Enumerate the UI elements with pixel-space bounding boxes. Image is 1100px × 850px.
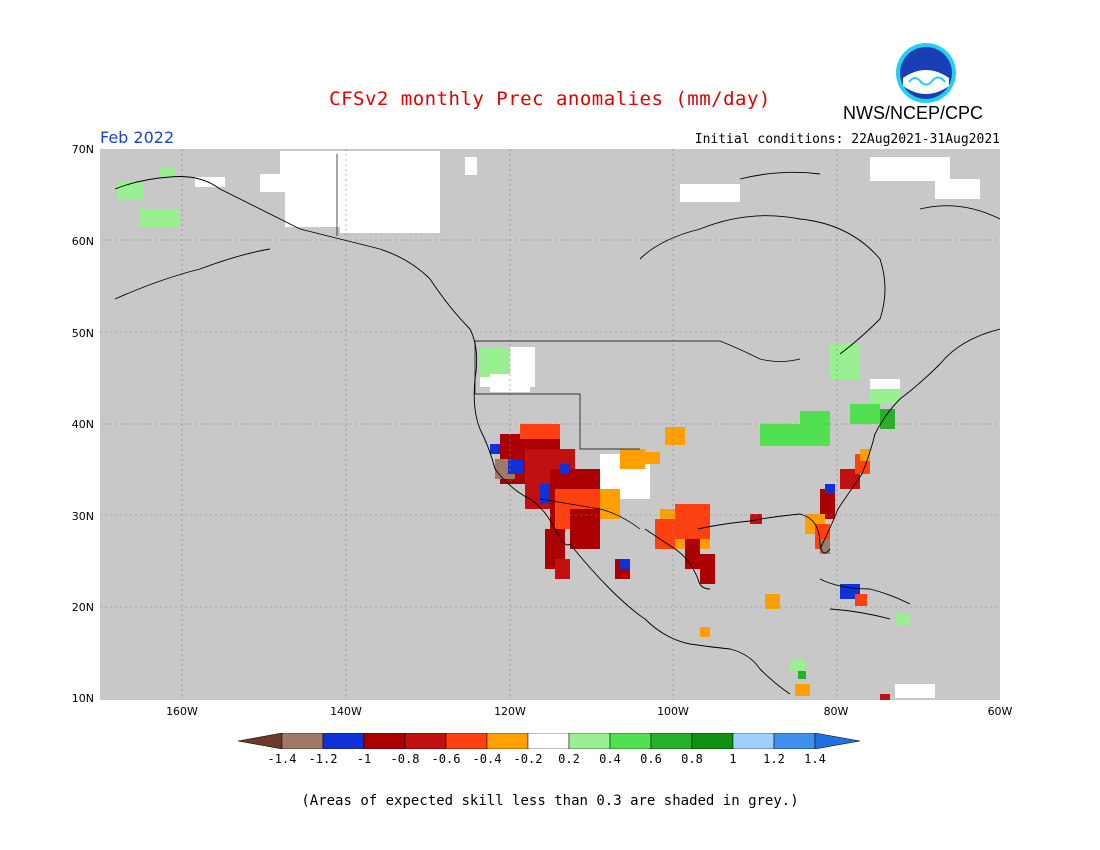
colorbar-bin bbox=[814, 733, 861, 749]
colorbar-bin bbox=[404, 733, 447, 749]
coastlines bbox=[114, 171, 1000, 695]
colorbar-label: 0.2 bbox=[558, 752, 580, 766]
colorbar-bin bbox=[527, 733, 570, 749]
precip-anomaly-map bbox=[100, 149, 1000, 700]
lat-label-60n: 60N bbox=[71, 235, 94, 248]
lat-label-30n: 30N bbox=[71, 510, 94, 523]
noaa-logo-icon bbox=[896, 43, 956, 103]
colorbar-bin bbox=[691, 733, 734, 749]
colorbar-bin bbox=[322, 733, 365, 749]
colorbar bbox=[238, 733, 861, 749]
colorbar-label: -1.4 bbox=[267, 752, 297, 766]
lon-label-60w: 60W bbox=[987, 705, 1013, 718]
forecast-month: Feb 2022 bbox=[100, 128, 175, 147]
skill-footnote: (Areas of expected skill less than 0.3 a… bbox=[301, 793, 799, 809]
political-borders bbox=[336, 154, 801, 530]
lon-label-160w: 160W bbox=[166, 705, 198, 718]
lat-label-20n: 20N bbox=[71, 601, 94, 614]
colorbar-label: 0.8 bbox=[681, 752, 703, 766]
colorbar-bin bbox=[609, 733, 652, 749]
lat-label-50n: 50N bbox=[71, 327, 94, 340]
colorbar-label: -1.2 bbox=[308, 752, 338, 766]
lon-label-140w: 140W bbox=[330, 705, 362, 718]
negative-anomaly-patches bbox=[490, 424, 890, 700]
colorbar-label: -1 bbox=[356, 752, 372, 766]
colorbar-bin bbox=[732, 733, 775, 749]
colorbar-label: 0.6 bbox=[640, 752, 662, 766]
colorbar-label: 0.4 bbox=[599, 752, 621, 766]
lon-label-100w: 100W bbox=[657, 705, 689, 718]
lon-label-120w: 120W bbox=[494, 705, 526, 718]
lon-label-80w: 80W bbox=[823, 705, 849, 718]
agency-label: NWS/NCEP/CPC bbox=[843, 103, 984, 123]
colorbar-label: 1.4 bbox=[804, 752, 826, 766]
lat-label-10n: 10N bbox=[71, 692, 94, 705]
colorbar-bin bbox=[568, 733, 611, 749]
initial-conditions: Initial conditions: 22Aug2021-31Aug2021 bbox=[694, 132, 1000, 147]
colorbar-label: -0.6 bbox=[431, 752, 461, 766]
lat-label-40n: 40N bbox=[71, 418, 94, 431]
colorbar-label: -0.4 bbox=[472, 752, 502, 766]
colorbar-bin bbox=[650, 733, 693, 749]
colorbar-bin bbox=[486, 733, 529, 749]
colorbar-bin bbox=[363, 733, 406, 749]
colorbar-bin bbox=[445, 733, 488, 749]
colorbar-label: -0.8 bbox=[390, 752, 420, 766]
colorbar-label: 1 bbox=[729, 752, 737, 766]
colorbar-label: 1.2 bbox=[763, 752, 785, 766]
colorbar-bin bbox=[281, 733, 324, 749]
graticule bbox=[100, 149, 1000, 700]
colorbar-bin bbox=[773, 733, 816, 749]
lat-label-70n: 70N bbox=[71, 143, 94, 156]
colorbar-label: -0.2 bbox=[513, 752, 543, 766]
chart-title: CFSv2 monthly Prec anomalies (mm/day) bbox=[329, 88, 771, 110]
colorbar-bin bbox=[238, 733, 283, 749]
